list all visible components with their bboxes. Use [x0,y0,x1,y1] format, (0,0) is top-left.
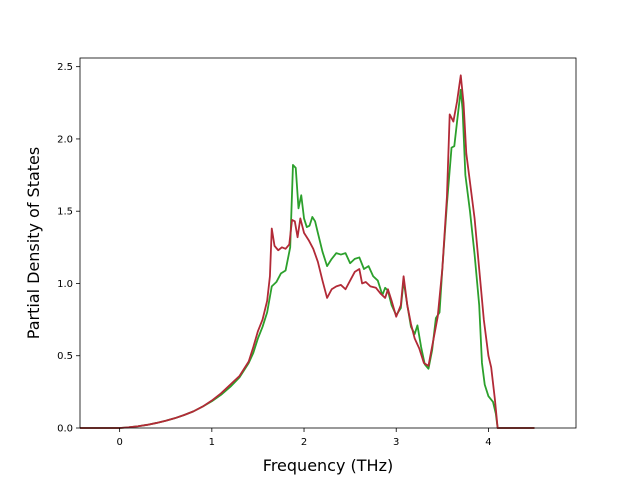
x-tick-label: 4 [485,437,491,448]
x-tick-label: 2 [301,437,307,448]
y-tick-label: 1.0 [57,279,73,290]
y-tick-label: 0.5 [57,351,73,362]
plot-area [80,74,535,429]
x-axis-label: Frequency (THz) [263,456,393,475]
axes-frame [79,57,577,429]
x-tick-label: 1 [209,437,215,448]
series-line-2 [80,74,535,429]
y-axis-label: Partial Density of States [24,147,43,339]
axis-ticks: 0 1 2 3 4 0.0 0.5 1.0 1.5 2.0 2.5 [57,62,492,448]
x-tick-label: 0 [116,437,122,448]
x-tick-label: 3 [393,437,399,448]
y-tick-label: 0.0 [57,424,73,435]
y-tick-label: 1.5 [57,207,73,218]
y-tick-label: 2.5 [57,62,73,73]
y-tick-label: 2.0 [57,134,73,145]
series-line-1 [80,88,535,429]
